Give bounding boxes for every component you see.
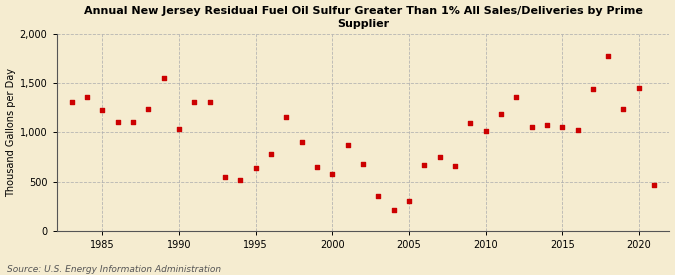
Point [281, 114, 292, 119]
Point [388, 208, 399, 212]
Point [526, 125, 537, 130]
Point [633, 86, 644, 90]
Point [511, 95, 522, 99]
Point [541, 122, 552, 127]
Point [189, 100, 200, 104]
Point [205, 100, 215, 104]
Point [266, 152, 277, 156]
Text: Source: U.S. Energy Information Administration: Source: U.S. Energy Information Administ… [7, 265, 221, 274]
Point [97, 108, 108, 112]
Point [296, 140, 307, 144]
Point [465, 120, 476, 125]
Point [557, 124, 568, 129]
Point [82, 95, 92, 100]
Point [173, 127, 184, 131]
Point [219, 175, 230, 180]
Point [649, 183, 659, 187]
Y-axis label: Thousand Gallons per Day: Thousand Gallons per Day [5, 68, 16, 197]
Point [450, 163, 460, 168]
Point [327, 172, 338, 176]
Point [618, 106, 629, 111]
Point [434, 155, 445, 159]
Point [113, 119, 124, 124]
Point [373, 193, 383, 198]
Point [572, 128, 583, 133]
Point [358, 161, 369, 166]
Point [143, 106, 154, 111]
Point [235, 178, 246, 183]
Point [587, 87, 598, 91]
Title: Annual New Jersey Residual Fuel Oil Sulfur Greater Than 1% All Sales/Deliveries : Annual New Jersey Residual Fuel Oil Sulf… [84, 6, 643, 29]
Point [128, 120, 138, 124]
Point [159, 75, 169, 80]
Point [66, 100, 77, 104]
Point [312, 165, 323, 169]
Point [404, 198, 414, 203]
Point [250, 166, 261, 171]
Point [495, 112, 506, 116]
Point [419, 163, 430, 167]
Point [603, 54, 614, 59]
Point [480, 129, 491, 134]
Point [342, 143, 353, 147]
